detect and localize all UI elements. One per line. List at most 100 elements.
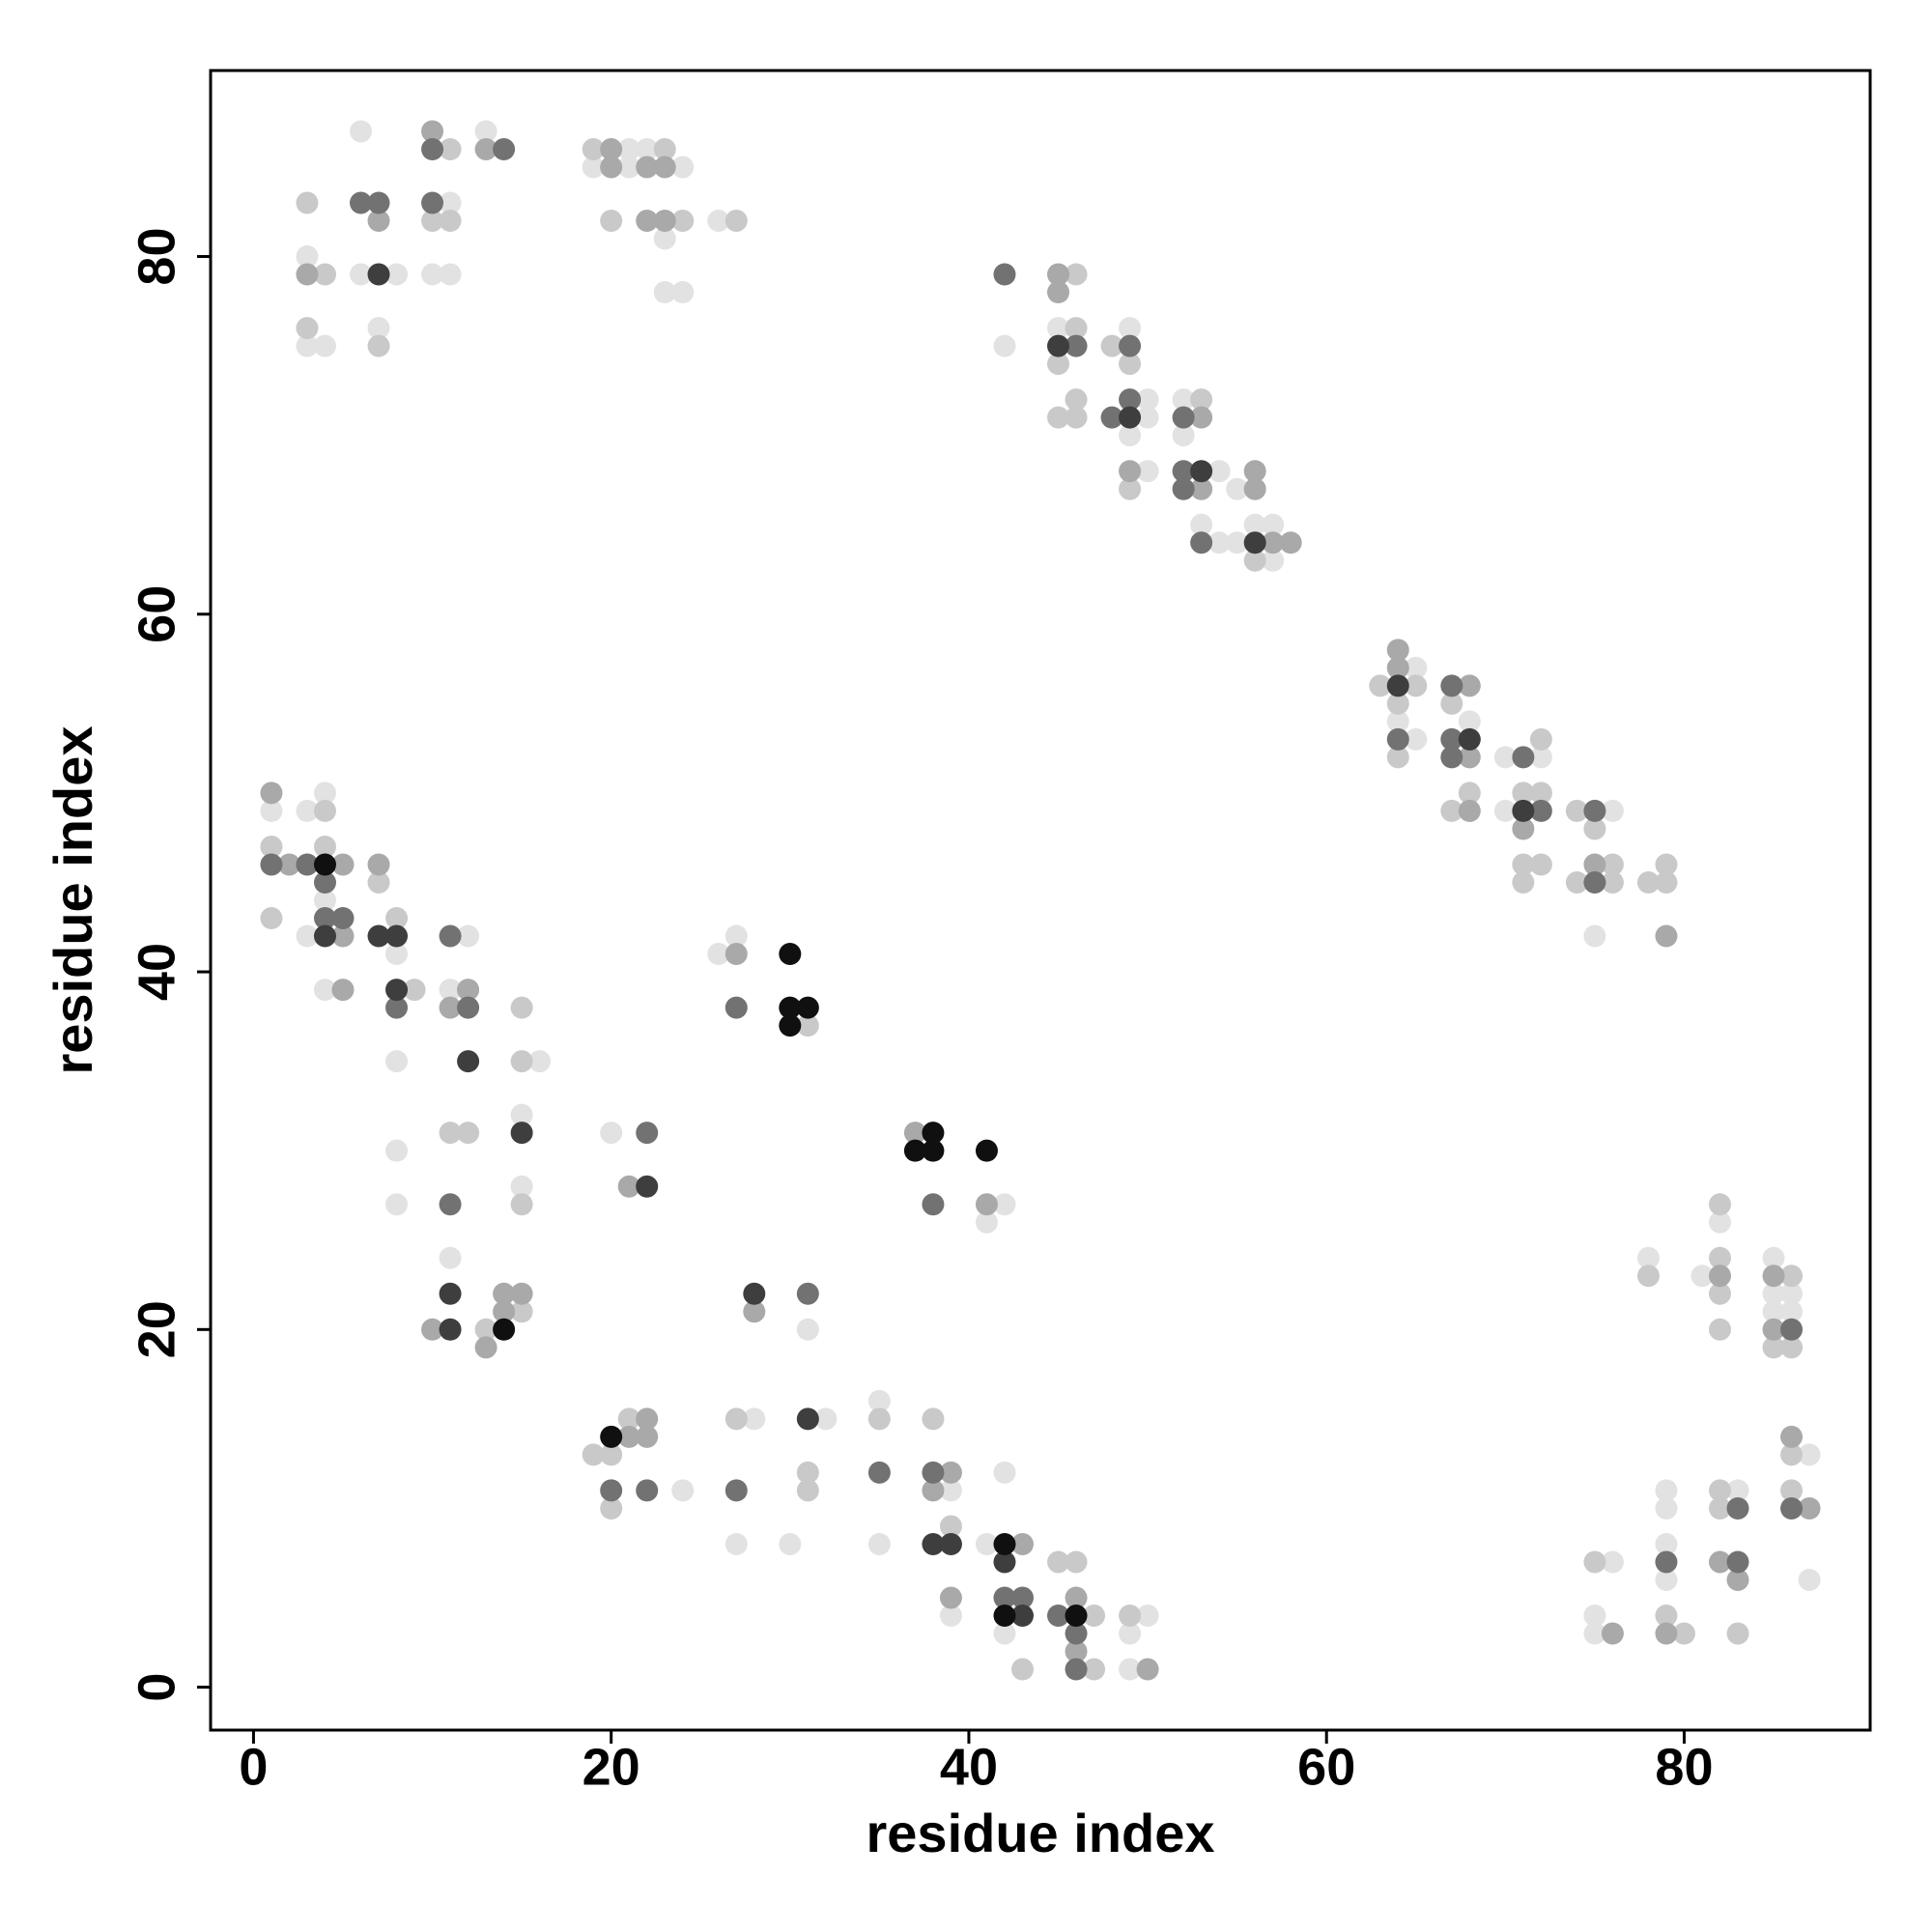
point: [1512, 799, 1535, 822]
point: [636, 1425, 659, 1448]
point: [1172, 477, 1195, 500]
point: [1172, 460, 1195, 483]
point: [1119, 1622, 1142, 1645]
point: [493, 137, 516, 160]
point: [1583, 799, 1606, 822]
point: [796, 1407, 819, 1431]
point: [1440, 692, 1463, 715]
point: [331, 907, 355, 930]
point: [1780, 1425, 1804, 1448]
point: [1798, 1568, 1821, 1591]
point: [1386, 639, 1409, 662]
point: [1279, 531, 1302, 554]
point: [1136, 406, 1159, 429]
point: [636, 156, 659, 179]
point: [439, 210, 462, 233]
point: [1655, 1605, 1678, 1628]
point: [939, 1461, 962, 1484]
point: [617, 137, 640, 160]
point: [796, 1282, 819, 1305]
point: [1726, 1568, 1749, 1591]
x-tick-label: 20: [582, 1738, 640, 1796]
point: [1047, 317, 1070, 340]
point: [796, 996, 819, 1019]
point: [510, 1300, 533, 1323]
point: [296, 263, 319, 286]
point: [1047, 263, 1070, 286]
point: [1583, 870, 1606, 894]
point: [1583, 853, 1606, 876]
point: [600, 1122, 623, 1145]
point: [457, 924, 480, 948]
point: [636, 1407, 659, 1431]
point: [367, 263, 390, 286]
point: [1655, 1532, 1678, 1555]
point: [385, 907, 409, 930]
point: [1083, 1605, 1106, 1628]
point: [1583, 1550, 1606, 1574]
point: [1512, 746, 1535, 769]
point: [1065, 1605, 1088, 1628]
point: [350, 263, 373, 286]
point: [367, 924, 390, 948]
point: [1672, 1622, 1695, 1645]
point: [1065, 334, 1088, 357]
point: [1512, 853, 1535, 876]
point: [1369, 674, 1392, 697]
point: [510, 1193, 533, 1216]
point: [796, 1318, 819, 1341]
point: [1565, 870, 1588, 894]
point: [296, 245, 319, 269]
point: [1405, 727, 1428, 751]
point: [796, 1014, 819, 1037]
point: [636, 137, 659, 160]
point: [993, 263, 1016, 286]
point: [922, 1139, 945, 1162]
point: [939, 1479, 962, 1502]
point: [1655, 1479, 1678, 1502]
point: [1208, 531, 1231, 554]
point: [1655, 853, 1678, 876]
point: [1386, 727, 1409, 751]
point: [1119, 334, 1142, 357]
point: [1136, 460, 1159, 483]
point: [1010, 1658, 1034, 1681]
y-tick-label: 80: [128, 227, 185, 285]
point: [1386, 710, 1409, 733]
point: [939, 1515, 962, 1538]
point: [1762, 1264, 1785, 1288]
point: [1065, 263, 1088, 286]
point: [439, 1246, 462, 1269]
point: [867, 1532, 891, 1555]
point: [510, 1175, 533, 1198]
point: [403, 979, 426, 1002]
point: [421, 191, 444, 214]
point: [1655, 1550, 1678, 1574]
point: [939, 1586, 962, 1609]
point: [1726, 1479, 1749, 1502]
point: [671, 1479, 695, 1502]
point: [993, 1532, 1016, 1555]
point: [867, 1461, 891, 1484]
point: [1529, 746, 1552, 769]
point: [296, 799, 319, 822]
point: [1440, 799, 1463, 822]
point: [1529, 727, 1552, 751]
point: [796, 1461, 819, 1484]
point: [1762, 1318, 1785, 1341]
point: [653, 210, 676, 233]
point: [1726, 1622, 1749, 1645]
point: [385, 1050, 409, 1073]
point: [867, 1389, 891, 1412]
point: [331, 853, 355, 876]
point: [1405, 674, 1428, 697]
point: [975, 1193, 998, 1216]
point: [600, 1479, 623, 1502]
point: [922, 1479, 945, 1502]
point: [439, 191, 462, 214]
point: [1583, 924, 1606, 948]
point: [796, 1479, 819, 1502]
point: [421, 210, 444, 233]
point: [1065, 406, 1088, 429]
point: [922, 1193, 945, 1216]
